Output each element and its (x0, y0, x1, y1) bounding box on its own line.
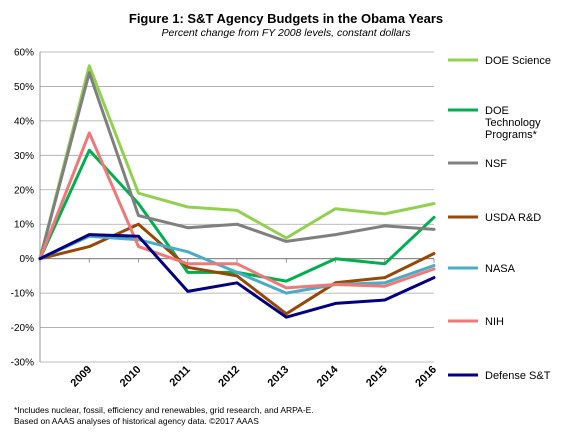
legend-label: DOE Science (485, 55, 551, 67)
series-line (38, 131, 436, 290)
y-tick-label: 10% (14, 220, 34, 231)
series-line (38, 64, 436, 261)
y-tick-label: -10% (11, 289, 34, 300)
legend-label: DOE (485, 105, 509, 117)
legend-label: NASA (485, 263, 516, 275)
y-tick-label: 30% (14, 151, 34, 162)
series-line (38, 233, 436, 319)
legend-label: Technology (485, 117, 541, 129)
y-tick-label: -30% (11, 358, 34, 369)
x-tick-label: 2014 (315, 363, 341, 389)
y-tick-label: 0% (20, 254, 35, 265)
series-line (38, 234, 436, 295)
x-tick-label: 2009 (69, 364, 95, 390)
x-tick-label: 2013 (266, 364, 292, 390)
y-tick-label: 60% (14, 48, 34, 59)
footnote-2: Based on AAAS analyses of historical age… (14, 416, 259, 426)
chart-title: Figure 1: S&T Agency Budgets in the Obam… (129, 11, 443, 26)
series-line (38, 222, 436, 316)
legend-label: NIH (485, 316, 504, 328)
legend-label: Defense S&T (485, 370, 551, 382)
series-lines (38, 64, 436, 319)
series-line (38, 71, 436, 261)
legend-label: NSF (485, 158, 507, 170)
x-tick-label: 2015 (364, 364, 390, 390)
x-tick-label: 2012 (216, 364, 242, 390)
y-tick-label: 40% (14, 116, 34, 127)
x-tick-label: 2010 (118, 364, 144, 390)
y-tick-label: 50% (14, 82, 34, 93)
legend-label: USDA R&D (485, 212, 541, 224)
legend-label: Programs* (485, 129, 538, 141)
axes: 60% 50% 40% 30% 20% 10% 0% -10% -20% -30% 2009 2010… (11, 48, 439, 390)
footnote-1: *Includes nuclear, fossil, efficiency an… (14, 405, 314, 415)
chart-subtitle: Percent change from FY 2008 levels, cons… (161, 27, 411, 39)
y-tick-label: 20% (14, 185, 34, 196)
x-tick-label: 2016 (413, 364, 439, 390)
y-tick-label: -20% (11, 323, 34, 334)
x-tick-label: 2011 (168, 364, 193, 389)
